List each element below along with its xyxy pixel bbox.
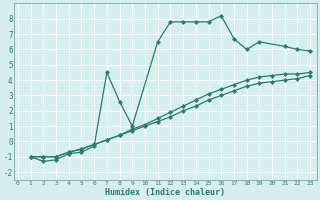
X-axis label: Humidex (Indice chaleur): Humidex (Indice chaleur)	[105, 188, 225, 197]
